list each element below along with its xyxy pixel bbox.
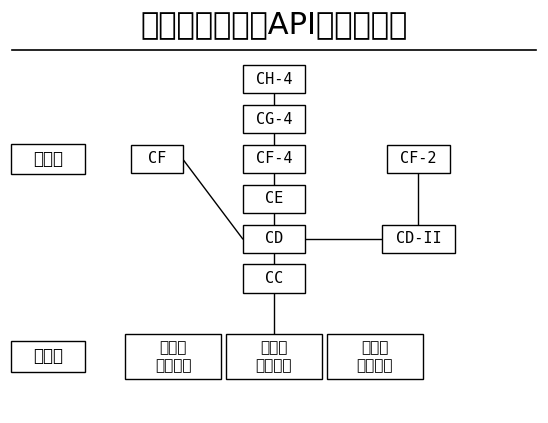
Text: CH-4: CH-4 xyxy=(256,71,292,87)
Text: CE: CE xyxy=(265,191,283,206)
Text: CD-II: CD-II xyxy=(396,231,441,246)
FancyBboxPatch shape xyxy=(226,335,322,379)
FancyBboxPatch shape xyxy=(381,225,455,253)
Text: CF-2: CF-2 xyxy=(400,151,437,167)
FancyBboxPatch shape xyxy=(243,65,305,93)
Text: CG-4: CG-4 xyxy=(256,112,292,126)
FancyBboxPatch shape xyxy=(327,335,423,379)
FancyBboxPatch shape xyxy=(243,105,305,133)
Text: 轻负荷
柴油机油: 轻负荷 柴油机油 xyxy=(155,340,191,373)
Text: CC: CC xyxy=(265,271,283,286)
Text: 低性能: 低性能 xyxy=(33,347,62,365)
FancyBboxPatch shape xyxy=(125,335,221,379)
Text: 二冲程
柴油机油: 二冲程 柴油机油 xyxy=(357,340,393,373)
FancyBboxPatch shape xyxy=(11,341,84,371)
FancyBboxPatch shape xyxy=(243,145,305,173)
FancyBboxPatch shape xyxy=(131,145,182,173)
FancyBboxPatch shape xyxy=(11,144,84,174)
Text: CF-4: CF-4 xyxy=(256,151,292,167)
Text: CF: CF xyxy=(147,151,166,167)
Text: 润滑油的质量（API）柴油机油: 润滑油的质量（API）柴油机油 xyxy=(140,10,408,39)
FancyBboxPatch shape xyxy=(387,145,450,173)
FancyBboxPatch shape xyxy=(243,264,305,293)
FancyBboxPatch shape xyxy=(243,225,305,253)
Text: CD: CD xyxy=(265,231,283,246)
FancyBboxPatch shape xyxy=(243,184,305,213)
Text: 高性能: 高性能 xyxy=(33,150,62,168)
Text: 重负荷
柴油机油: 重负荷 柴油机油 xyxy=(256,340,292,373)
